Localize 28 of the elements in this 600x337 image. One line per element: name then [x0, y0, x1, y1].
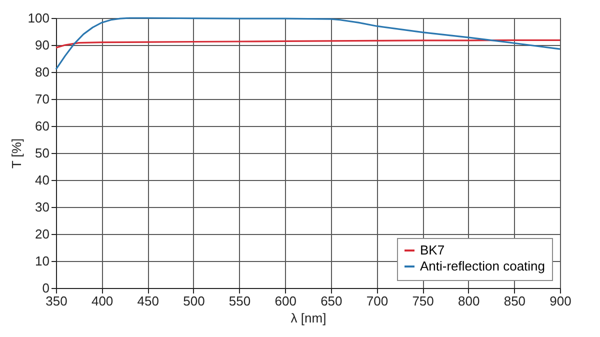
x-tick-label: 400 [91, 294, 114, 308]
x-tick-label: 600 [274, 294, 296, 308]
y-tick-label: 80 [35, 64, 50, 80]
x-tick-label: 350 [46, 294, 68, 308]
x-tick-label: 550 [228, 294, 251, 308]
x-tick-label: 500 [183, 294, 205, 308]
y-tick-label: 100 [28, 10, 50, 26]
x-tick-label: 800 [458, 294, 480, 308]
x-tick-label: 750 [412, 294, 434, 308]
x-tick-label: 700 [366, 294, 388, 308]
y-tick-label: 0 [42, 280, 50, 296]
x-tick-label: 450 [137, 294, 159, 308]
y-tick-label: 50 [35, 146, 50, 160]
legend-label: Anti-reflection coating [420, 258, 546, 274]
y-tick-label: 40 [35, 172, 50, 188]
y-tick-label: 20 [35, 226, 50, 242]
y-tick-label: 30 [35, 200, 50, 214]
y-tick-label: 90 [35, 38, 50, 52]
y-tick-label: 10 [35, 254, 50, 268]
x-tick-label: 900 [550, 294, 572, 308]
legend-label: BK7 [420, 242, 445, 258]
y-tick-label: 60 [35, 118, 50, 134]
y-tick-label: 70 [35, 92, 50, 106]
y-axis-title: T [%] [8, 138, 24, 169]
line-series [55, 39, 561, 48]
x-tick-label: 650 [320, 294, 342, 308]
x-tick-label: 850 [504, 294, 526, 308]
x-axis-title: λ [nm] [290, 310, 326, 326]
